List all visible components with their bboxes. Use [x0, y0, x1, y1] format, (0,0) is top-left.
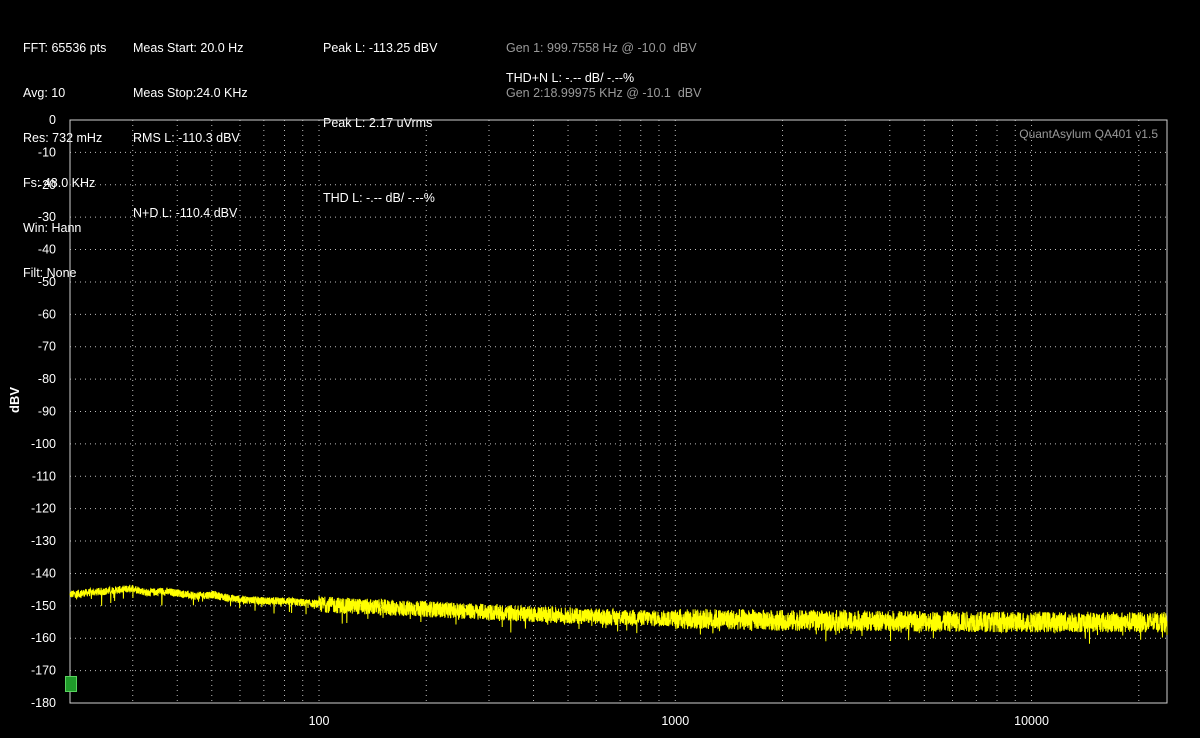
- watermark: QuantAsylum QA401 v1.5: [1019, 127, 1158, 141]
- series-point: [975, 621, 977, 623]
- series-point: [737, 618, 739, 621]
- series-point: [176, 592, 178, 594]
- y-tick-label: -40: [38, 243, 56, 257]
- series-point: [211, 593, 213, 596]
- y-tick-label: -20: [38, 178, 56, 192]
- series-point: [225, 597, 228, 599]
- trace-layer: [69, 584, 1168, 644]
- y-tick-label: -130: [31, 534, 56, 548]
- series-point: [160, 590, 162, 592]
- series-point: [425, 608, 427, 610]
- x-tick-label: 100: [309, 714, 330, 728]
- generator-info: Gen 1: 999.7558 Hz @ -10.0 dBV Gen 2:18.…: [506, 11, 701, 131]
- series-point: [619, 616, 621, 618]
- y-tick-label: -80: [38, 372, 56, 386]
- y-tick-label: -70: [38, 340, 56, 354]
- fft-size: FFT: 65536 pts: [23, 41, 107, 55]
- meas-stop: Meas Stop:24.0 KHz: [133, 86, 248, 100]
- series-point: [318, 603, 320, 605]
- window-type: Win: Hann: [23, 221, 82, 235]
- series-point: [923, 620, 925, 622]
- series-point: [283, 600, 286, 602]
- axis-ticks: 0 -10 -20 -30 -40 -50 -60 -70 -80 -90 -100 -110 -120…: [31, 113, 1049, 728]
- resolution: Res: 732 mHz: [23, 131, 103, 145]
- series-point: [460, 610, 462, 612]
- series-point: [567, 614, 569, 617]
- y-tick-label: -90: [38, 405, 56, 419]
- series-point: [844, 620, 846, 622]
- gen-1: Gen 1: 999.7558 Hz @ -10.0 dBV: [506, 41, 697, 55]
- series-point: [1093, 621, 1095, 623]
- series-point: [239, 598, 241, 600]
- series-point: [263, 600, 265, 602]
- series-point: [146, 592, 149, 594]
- marker-flag[interactable]: [65, 676, 77, 692]
- y-tick-label: -50: [38, 275, 56, 289]
- series-point: [121, 589, 123, 591]
- y-tick-label: -170: [31, 664, 56, 678]
- y-tick-label: -100: [31, 437, 56, 451]
- y-tick-label: -110: [32, 469, 56, 483]
- info-col-3: Peak L: -113.25 dBV Peak L: 2.17 uVrms T…: [323, 11, 437, 236]
- y-axis-label: dBV: [7, 387, 22, 413]
- filter-type: Filt: None: [23, 266, 77, 280]
- meas-start: Meas Start: 20.0 Hz: [133, 41, 244, 55]
- plot-frame: [69, 119, 1168, 704]
- series-point: [103, 590, 106, 592]
- y-tick-label: 0: [49, 113, 56, 127]
- series-point: [488, 611, 490, 613]
- averages: Avg: 10: [23, 86, 66, 100]
- series-point: [69, 593, 71, 596]
- series-point: [781, 619, 784, 622]
- y-tick-label: -30: [38, 210, 56, 224]
- series-point: [381, 606, 383, 609]
- sample-rate: Fs: 48.0 KHz: [23, 176, 96, 190]
- series-point: [84, 592, 86, 594]
- y-tick-label: -10: [38, 145, 56, 159]
- y-tick-label: -60: [38, 307, 56, 321]
- y-tick-label: -160: [31, 631, 56, 645]
- gen-2: Gen 2:18.99975 KHz @ -10.1 dBV: [506, 86, 702, 100]
- thd: THD L: -.-- dB/ -.--%: [323, 191, 435, 205]
- y-tick-label: -120: [31, 502, 56, 516]
- series-point: [1166, 621, 1168, 623]
- series-point: [132, 587, 134, 589]
- rms-level: RMS L: -110.3 dBV: [133, 131, 240, 145]
- series-point: [194, 595, 197, 597]
- series-point: [1030, 621, 1033, 623]
- x-tick-label: 1000: [661, 714, 689, 728]
- series-line-0: [69, 584, 1168, 644]
- y-tick-label: -180: [31, 696, 56, 710]
- info-col-1: FFT: 65536 pts Avg: 10 Res: 732 mHz Fs: …: [23, 11, 106, 311]
- noise-distortion: N+D L: -110.4 dBV: [133, 206, 238, 220]
- y-tick-label: -140: [31, 566, 56, 580]
- x-tick-label: 10000: [1014, 714, 1049, 728]
- thdn: THD+N L: -.-- dB/ -.--%: [506, 71, 635, 85]
- series-point: [674, 618, 676, 620]
- series-point: [1138, 621, 1140, 623]
- series-point: [346, 605, 348, 607]
- series-point: [532, 613, 535, 615]
- series-point: [302, 601, 304, 604]
- y-tick-label: -150: [31, 599, 56, 613]
- info-col-2: Meas Start: 20.0 Hz Meas Stop:24.0 KHz R…: [133, 11, 248, 251]
- peak-dbv: Peak L: -113.25 dBV: [323, 41, 438, 55]
